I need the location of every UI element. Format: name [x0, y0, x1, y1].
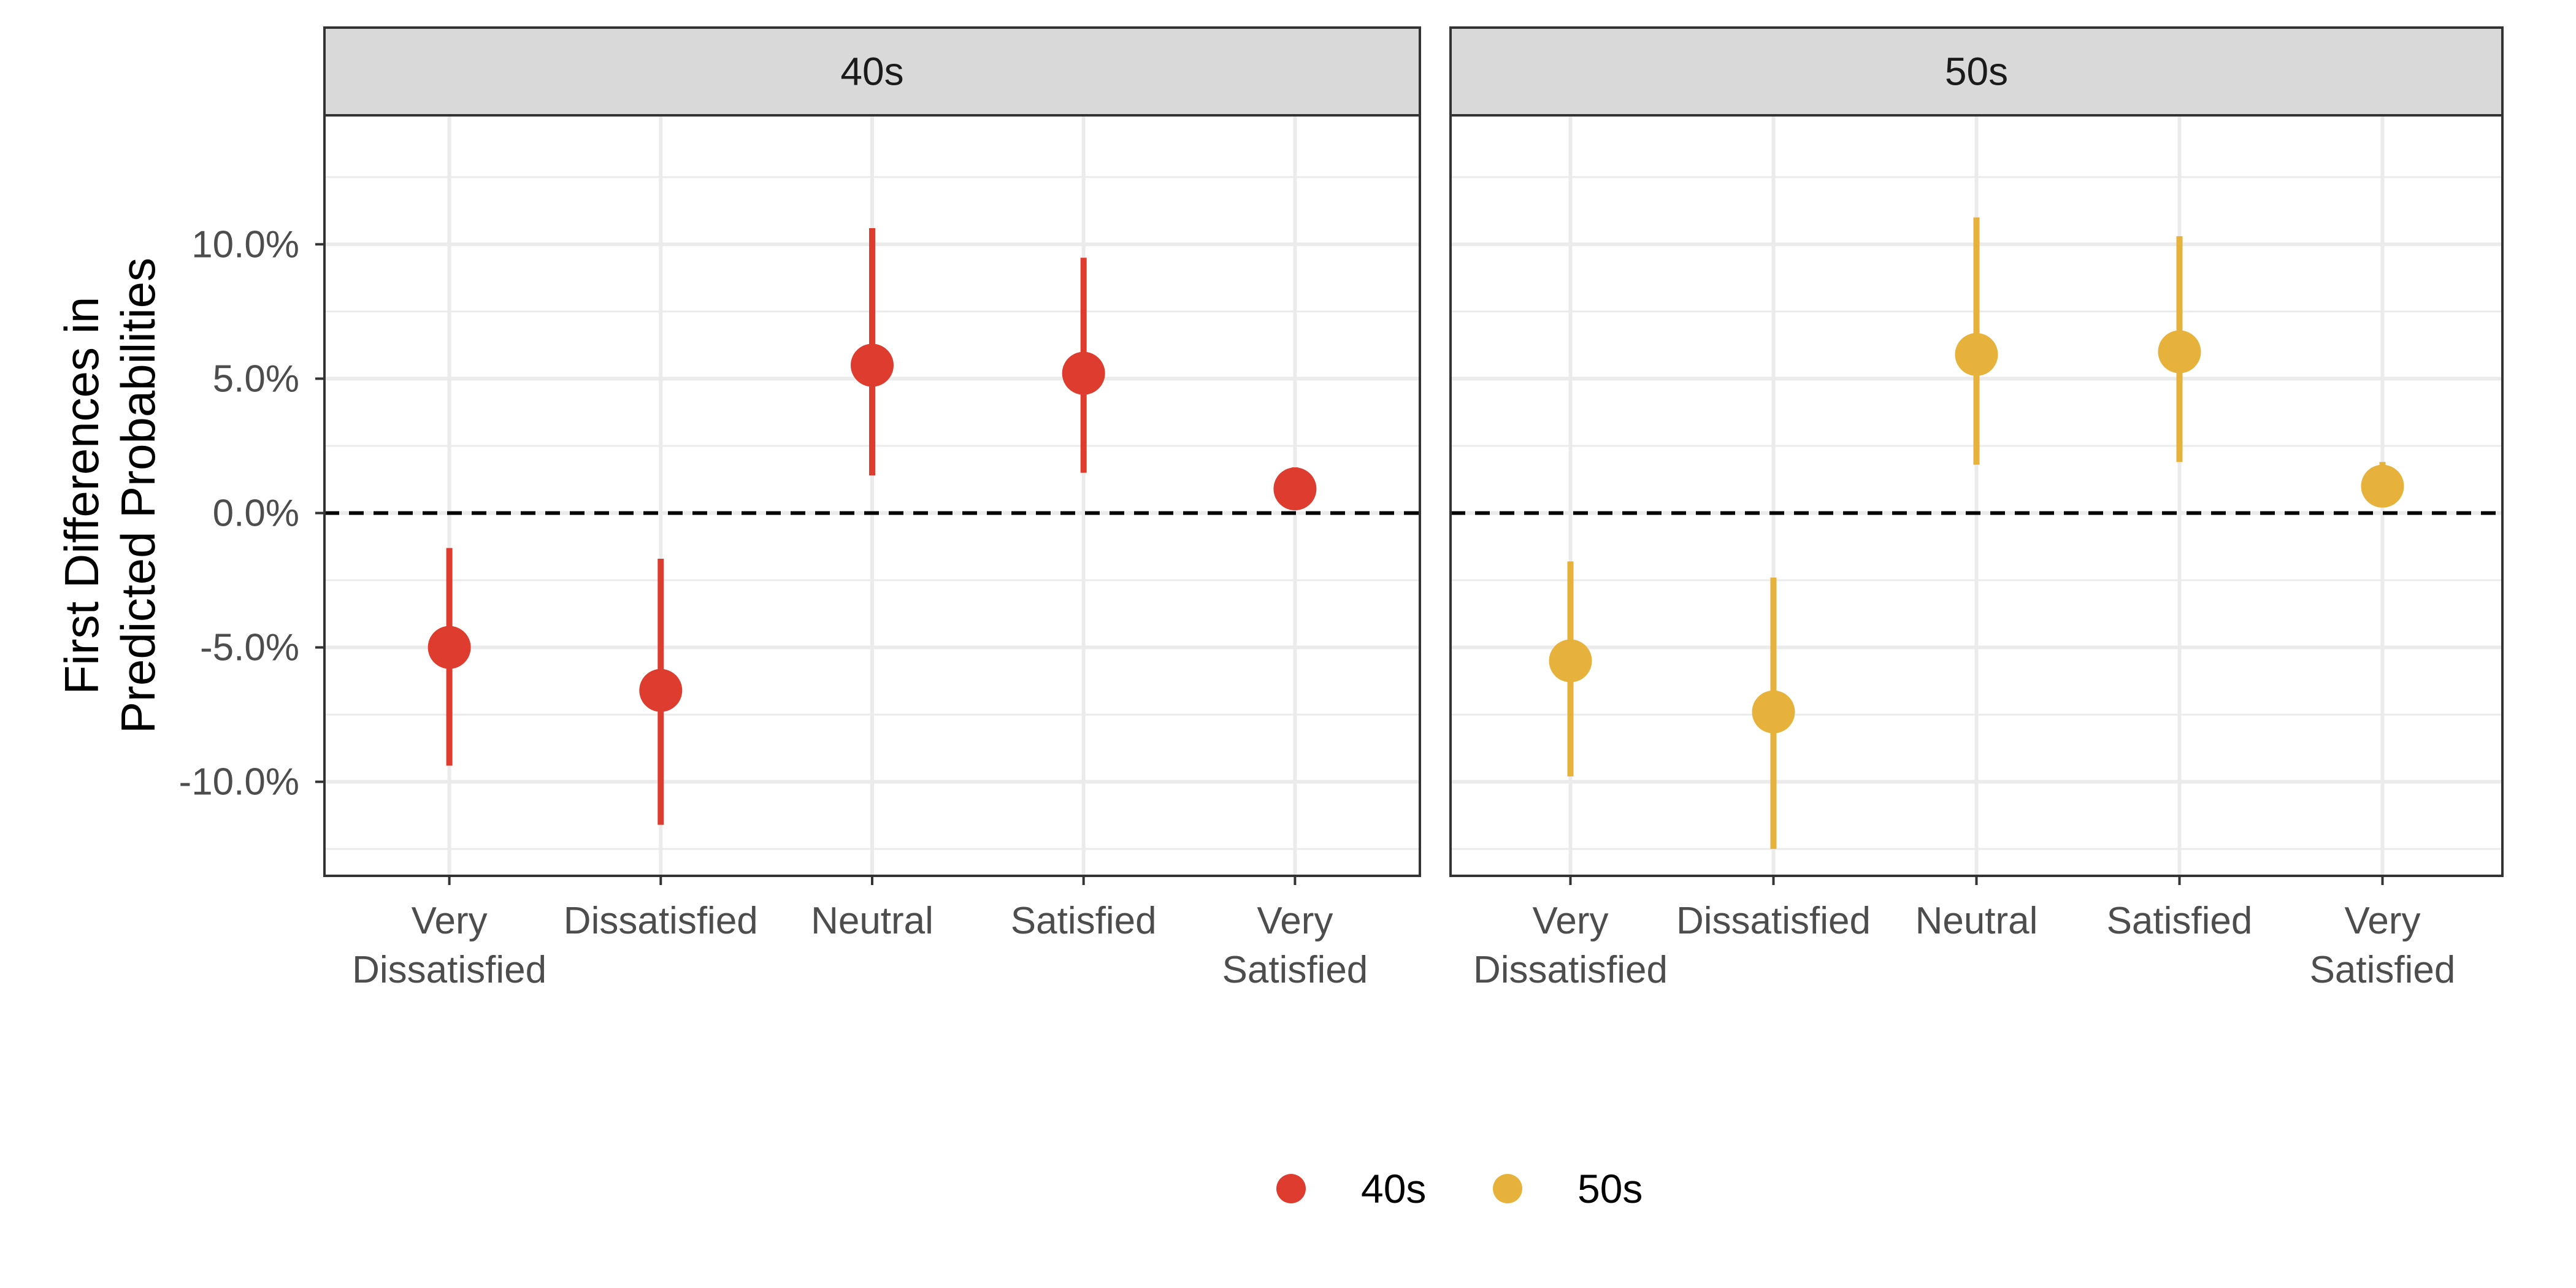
y-tick-label: 10.0%: [191, 223, 299, 266]
data-point: [1752, 690, 1795, 734]
data-point: [639, 669, 683, 712]
x-tick-label: Very: [1532, 900, 1608, 942]
data-point: [1955, 332, 1998, 376]
facet-strip-label: 50s: [1945, 50, 2008, 94]
legend-key: [1493, 1174, 1522, 1203]
y-axis-title-line: First Differences in: [55, 297, 109, 695]
legend: 40s 50s: [1276, 1166, 1643, 1211]
x-tick-label: Very: [412, 900, 488, 942]
x-tick-label: Very: [1257, 900, 1333, 942]
data-point: [2158, 330, 2201, 374]
data-point: [851, 343, 894, 387]
x-tick-label: Dissatisfied: [352, 949, 546, 991]
data-point: [427, 626, 471, 669]
x-tick-label: Satisfied: [1011, 900, 1157, 942]
legend-label: 50s: [1577, 1166, 1643, 1211]
y-axis-title: First Differences inPredicted Probabilit…: [55, 258, 165, 734]
facet-strip: [323, 26, 1421, 117]
y-tick-label: 5.0%: [213, 358, 299, 400]
data-point: [1549, 639, 1592, 683]
panel-40s: 40s Very Dissatisfied Dissatisfied Neutral Sa…: [323, 26, 1421, 991]
x-tick-label: Very: [2344, 900, 2420, 942]
y-axis-title-line: Predicted Probabilities: [111, 258, 165, 734]
x-tick-label: Dissatisfied: [1473, 949, 1668, 991]
x-tick-label: Neutral: [811, 900, 933, 942]
y-tick-label: -10.0%: [179, 761, 299, 803]
data-point: [1273, 467, 1317, 511]
x-tick-label: Satisfied: [2107, 900, 2253, 942]
x-tick-label: Satisfied: [1222, 949, 1368, 991]
data-point: [1062, 351, 1105, 395]
legend-label: 40s: [1361, 1166, 1426, 1211]
x-tick-label: Neutral: [1915, 900, 2038, 942]
x-tick-label: Satisfied: [2310, 949, 2456, 991]
y-tick-label: 0.0%: [213, 492, 299, 534]
legend-key: [1276, 1174, 1306, 1203]
data-point: [2361, 464, 2404, 508]
x-tick-label: Dissatisfied: [564, 900, 758, 942]
y-tick-label: -5.0%: [200, 627, 299, 669]
x-tick-label: Dissatisfied: [1676, 900, 1871, 942]
facet-strip-label: 40s: [840, 50, 903, 94]
